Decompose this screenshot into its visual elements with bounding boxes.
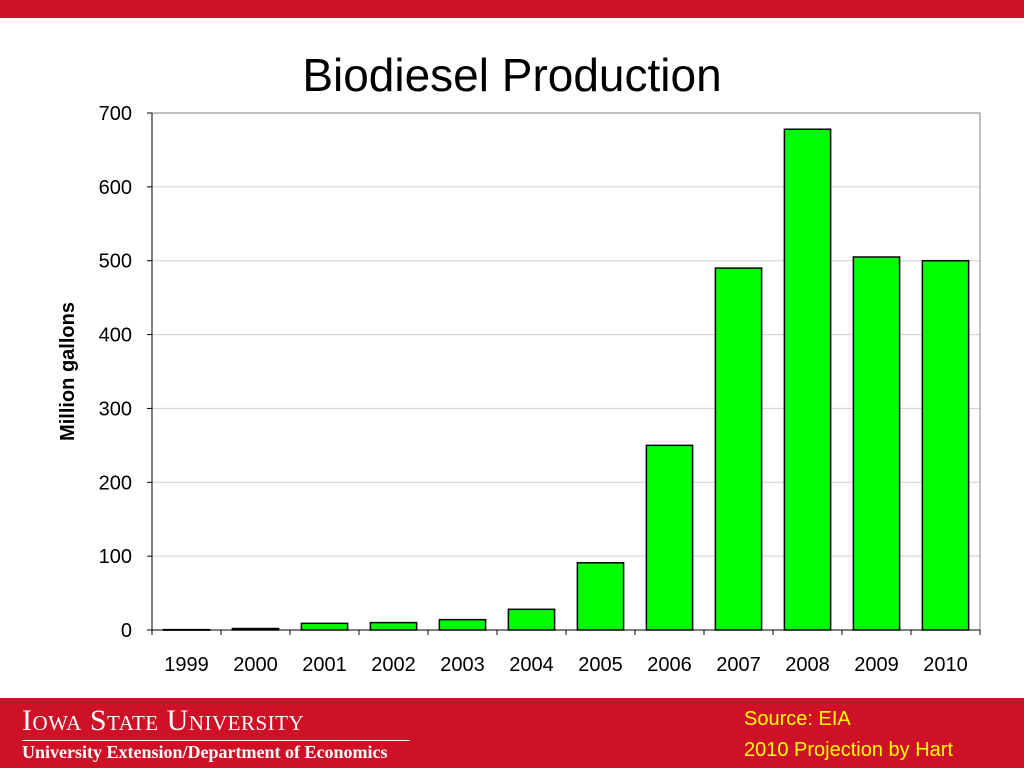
- bar-2008: [783, 128, 832, 631]
- y-tick-label: 700: [99, 103, 132, 125]
- x-tick-label: 2000: [233, 654, 278, 676]
- x-tick-label: 2004: [509, 654, 554, 676]
- x-tick-label: 2009: [854, 654, 899, 676]
- x-tick-label: 2006: [647, 654, 692, 676]
- x-tick-label: 2007: [716, 654, 761, 676]
- bar-2003: [438, 618, 487, 631]
- y-tick-label: 200: [99, 472, 132, 494]
- wordmark-rule: [22, 740, 410, 741]
- bar-2010: [921, 259, 970, 631]
- bar-1999: [162, 628, 211, 631]
- bar-2007: [714, 267, 763, 631]
- bar-chart: 0 100 200 300 400 500 600 700 1999 2000 2001 2002 20…: [57, 103, 981, 676]
- bar-2004: [507, 608, 556, 631]
- department-label: University Extension/Department of Econo…: [22, 742, 388, 762]
- bar-2000: [231, 627, 280, 631]
- top-accent-bar: [0, 0, 1024, 18]
- bar-2006: [645, 444, 694, 631]
- x-tick-label: 1999: [164, 654, 209, 676]
- projection-note: 2010 Projection by Hart: [744, 739, 954, 761]
- y-tick-label: 300: [99, 398, 132, 420]
- x-tick-label: 2005: [578, 654, 623, 676]
- source-note: Source: EIA: [744, 708, 851, 730]
- x-tick-label: 2008: [785, 654, 830, 676]
- bar-2001: [300, 622, 349, 631]
- bar-2005: [576, 562, 625, 631]
- y-tick-label: 600: [99, 177, 132, 199]
- x-tick-label: 2002: [371, 654, 416, 676]
- slide-title: Biodiesel Production: [302, 49, 722, 101]
- university-wordmark: Iowa State University: [22, 704, 305, 737]
- x-tick-label: 2001: [302, 654, 347, 676]
- footer-bar: [0, 698, 1024, 768]
- y-tick-label: 500: [99, 251, 132, 273]
- y-tick-label: 400: [99, 325, 132, 347]
- y-tick-label: 100: [99, 546, 132, 568]
- x-tick-label: 2003: [440, 654, 485, 676]
- bar-2002: [369, 621, 418, 631]
- y-axis-title: Million gallons: [57, 302, 79, 441]
- y-tick-label: 0: [121, 620, 132, 642]
- bar-2009: [852, 256, 901, 631]
- x-tick-label: 2010: [923, 654, 968, 676]
